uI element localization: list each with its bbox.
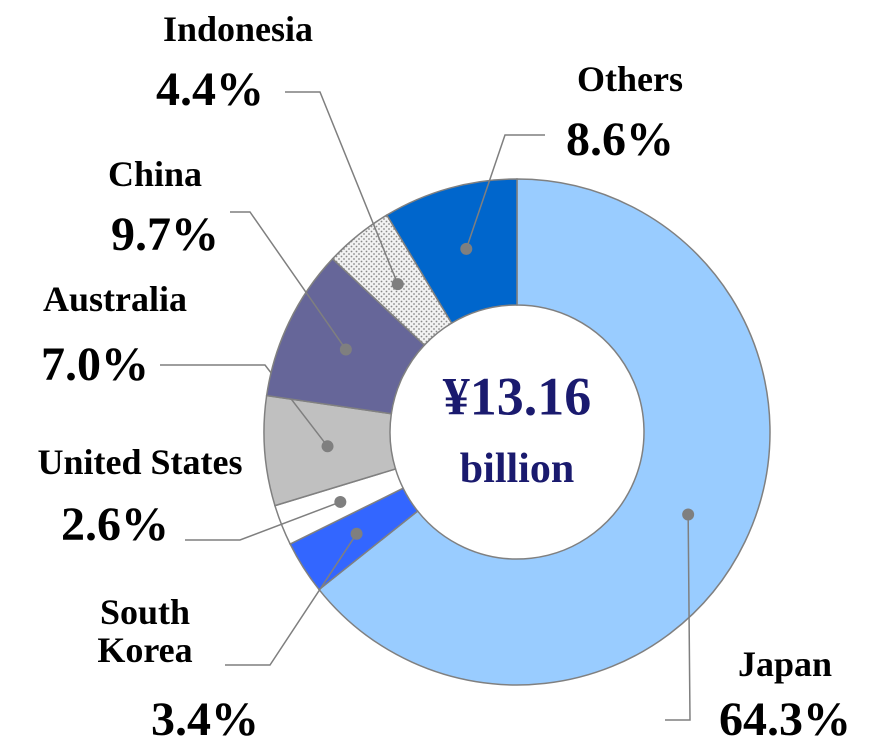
leader-dot	[391, 278, 404, 291]
slice-percent: 64.3%	[719, 692, 851, 746]
leader-line	[465, 134, 545, 250]
leader-line	[230, 211, 347, 350]
center-amount: ¥13.16	[442, 366, 592, 427]
leader-dot	[350, 527, 363, 540]
leader-line	[225, 533, 358, 666]
slice-name: United States	[37, 442, 243, 483]
donut-slice	[385, 178, 518, 325]
slice-percent: 8.6%	[566, 112, 674, 166]
center-unit: billion	[459, 445, 575, 492]
leader-line	[665, 514, 691, 721]
leader-dot	[334, 495, 347, 508]
slice-percent: 2.6%	[61, 497, 169, 551]
slice-name: China	[107, 154, 203, 195]
slice-name: Japan	[737, 644, 833, 685]
slice-percent: 3.4%	[151, 692, 259, 746]
donut-slice	[317, 178, 771, 686]
slice-name: Indonesia	[162, 9, 314, 50]
leader-dot	[321, 440, 334, 453]
slice-name: Australia	[43, 279, 187, 320]
slice-percent: 4.4%	[156, 62, 264, 116]
slice-name: Others	[577, 59, 683, 100]
leader-dot	[339, 343, 352, 356]
leader-line	[160, 364, 329, 447]
slice-percent: 9.7%	[111, 207, 219, 261]
leader-dot	[682, 508, 695, 521]
slice-percent: 7.0%	[41, 337, 149, 391]
slice-name: South Korea	[97, 592, 193, 670]
leader-line	[285, 91, 399, 285]
leader-line	[185, 501, 341, 541]
leader-dot	[460, 242, 473, 255]
